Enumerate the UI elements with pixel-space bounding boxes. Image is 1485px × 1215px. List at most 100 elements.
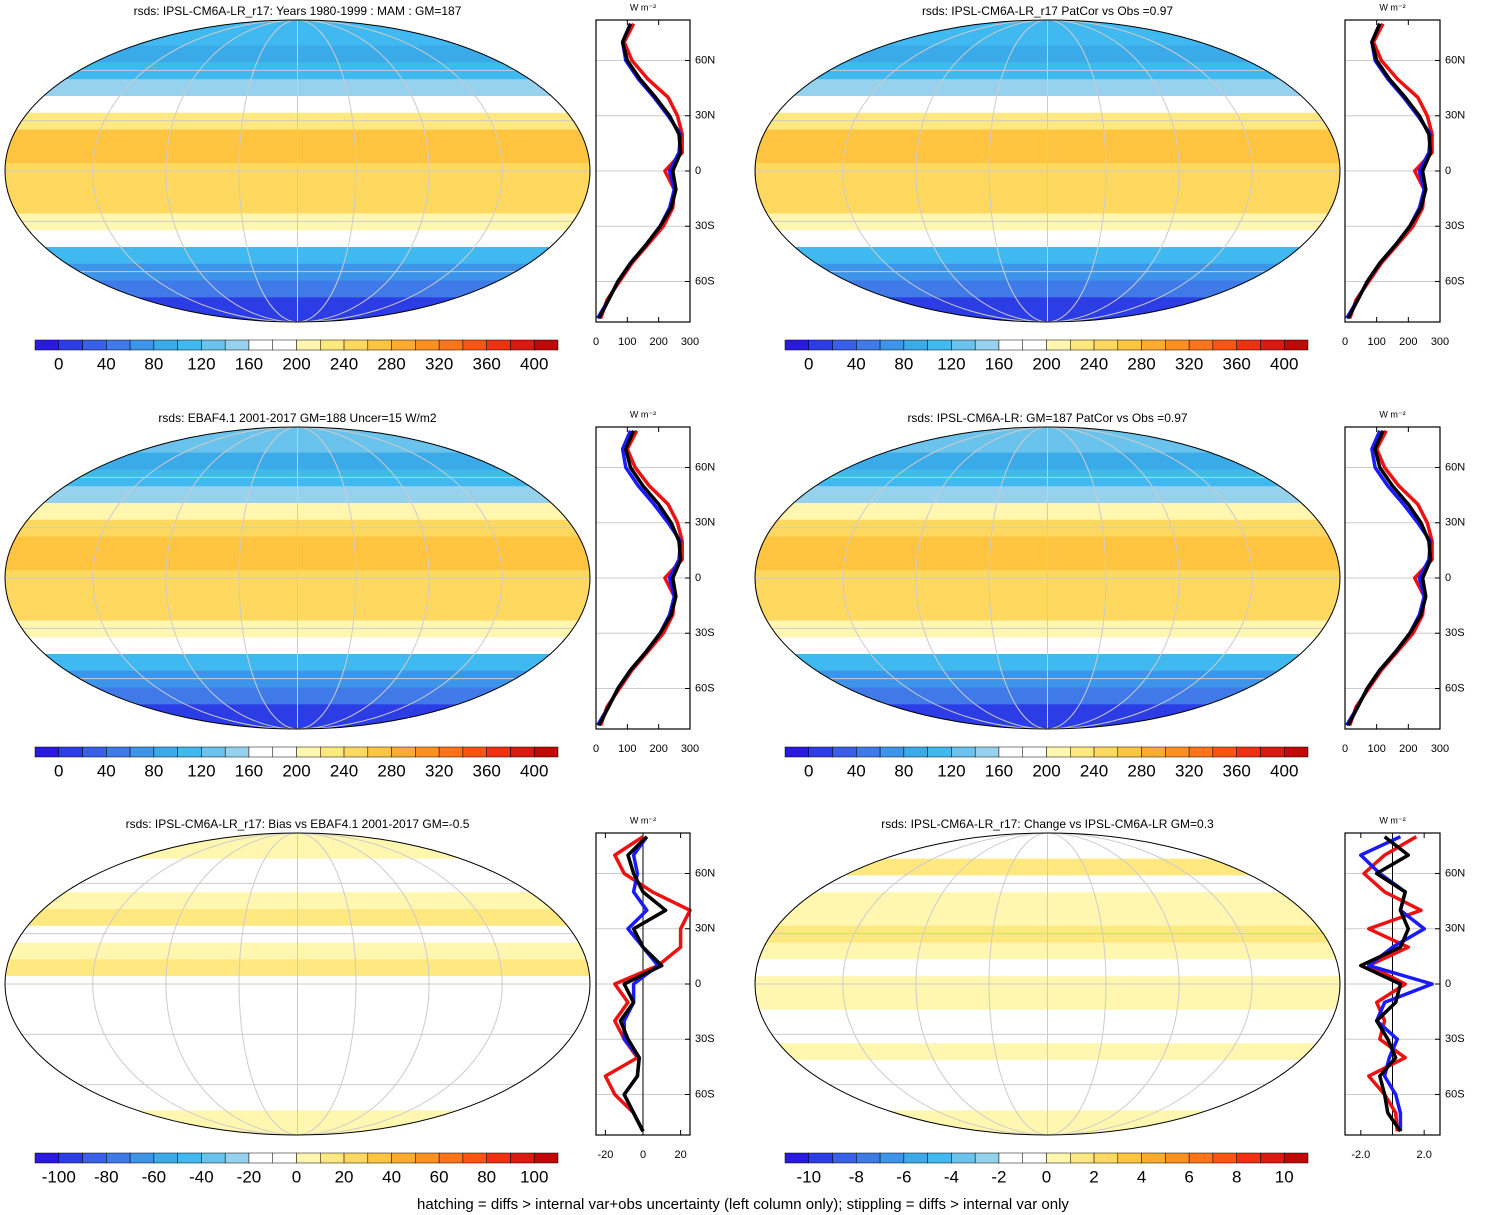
colorbar-box: [832, 1152, 857, 1164]
panel-title: rsds: IPSL-CM6A-LR_r17 PatCor vs Obs =0.…: [922, 4, 1173, 18]
colorbar-label: 80: [144, 761, 163, 780]
colorbar-label: 240: [330, 354, 358, 373]
units: W m⁻²: [1379, 815, 1405, 825]
colorbar-box: [1283, 1152, 1309, 1164]
colorbar-box: [951, 339, 976, 351]
colorbar-box: [82, 746, 107, 758]
colorbar-box: [438, 746, 464, 758]
colorbar-box: [177, 1152, 202, 1164]
colorbar-box: [856, 1152, 881, 1164]
colorbar-box: [879, 1152, 905, 1164]
colorbar-box: [784, 746, 810, 758]
x-tick-label: 300: [681, 743, 699, 755]
colorbar-box: [272, 339, 297, 351]
colorbar-box: [974, 339, 1000, 351]
colorbar-box: [58, 746, 83, 758]
colorbar-box: [951, 1152, 976, 1164]
colorbar-label: 60: [430, 1167, 449, 1186]
profile-frame: [595, 832, 691, 1136]
colorbar-box: [1283, 746, 1309, 758]
colorbar-box: [106, 339, 131, 351]
x-tick-label: 200: [649, 336, 667, 348]
colorbar-box: [248, 1152, 273, 1164]
colorbar-box: [510, 339, 535, 351]
colorbar-label: 80: [477, 1167, 496, 1186]
y-tick-label: 30S: [1445, 627, 1465, 639]
units: W m⁻²: [630, 409, 656, 419]
colorbar-label: 0: [1042, 1167, 1051, 1186]
colorbar-box: [296, 339, 321, 351]
colorbar-box: [1046, 1152, 1071, 1164]
panel-title: rsds: IPSL-CM6A-LR_r17: Bias vs EBAF4.1 …: [126, 817, 470, 831]
colorbar-box: [272, 1152, 297, 1164]
colorbar-label: -80: [94, 1167, 119, 1186]
colorbar-box: [903, 746, 928, 758]
colorbar-box: [808, 1152, 833, 1164]
colorbar-label: 280: [1127, 761, 1155, 780]
colorbar-box: [832, 746, 857, 758]
colorbar-box: [1093, 339, 1119, 351]
colorbar-box: [903, 1152, 928, 1164]
colorbar-box: [1141, 339, 1166, 351]
colorbar-label: 400: [520, 761, 548, 780]
colorbar-box: [1022, 746, 1047, 758]
profile-line: [597, 430, 683, 727]
colorbar-label: 80: [894, 761, 913, 780]
y-tick-label: 60S: [695, 275, 715, 287]
colorbar-box: [224, 339, 250, 351]
colorbar-box: [1260, 1152, 1285, 1164]
map-border: [754, 832, 1341, 1136]
units: W m⁻²: [630, 2, 656, 12]
colorbar-box: [1236, 339, 1261, 351]
colorbar-box: [927, 339, 952, 351]
x-tick-label: 100: [618, 336, 636, 348]
colorbar-box: [129, 339, 155, 351]
graticule: [988, 833, 1107, 1135]
colorbar-box: [343, 746, 369, 758]
map-border: [4, 832, 591, 1136]
graticule: [92, 833, 503, 1135]
colorbar-label: 0: [54, 354, 63, 373]
colorbar-label: 200: [1032, 354, 1060, 373]
x-tick-label: 100: [1367, 743, 1385, 755]
colorbar-label: 0: [804, 354, 813, 373]
map-border: [754, 426, 1341, 730]
colorbar-label: 360: [1222, 761, 1250, 780]
units: W m⁻²: [630, 815, 656, 825]
colorbar-box: [1212, 339, 1237, 351]
colorbar-box: [343, 339, 369, 351]
graticule: [915, 427, 1180, 729]
colorbar-box: [1236, 746, 1261, 758]
y-tick-label: 60N: [1445, 461, 1465, 473]
x-tick-label: 2.0: [1417, 1149, 1432, 1161]
colorbar-box: [34, 339, 60, 351]
colorbar-box: [856, 339, 881, 351]
colorbar-box: [391, 339, 416, 351]
x-tick-label: 20: [674, 1149, 686, 1161]
colorbar-label: 120: [937, 354, 965, 373]
x-tick-label: 300: [1431, 336, 1449, 348]
colorbar-label: 100: [520, 1167, 548, 1186]
y-tick-label: 30N: [1445, 110, 1465, 122]
colorbar-box: [927, 746, 952, 758]
colorbar-label: 8: [1232, 1167, 1241, 1186]
colorbar-label: 200: [282, 354, 310, 373]
x-tick-label: 0: [1342, 336, 1348, 348]
colorbar-box: [58, 1152, 83, 1164]
y-tick-label: 30S: [695, 220, 715, 232]
y-tick-label: 60S: [695, 682, 715, 694]
colorbar-box: [1070, 1152, 1095, 1164]
colorbar-box: [808, 746, 833, 758]
panel-title: rsds: IPSL-CM6A-LR_r17: Change vs IPSL-C…: [881, 817, 1214, 831]
colorbar-label: 400: [520, 354, 548, 373]
colorbar-box: [1117, 746, 1142, 758]
colorbar-box: [784, 1152, 810, 1164]
colorbar-box: [1141, 746, 1166, 758]
colorbar-label: 400: [1270, 761, 1298, 780]
profile-line: [1346, 23, 1433, 320]
map: [5, 20, 590, 322]
colorbar-label: 160: [235, 761, 263, 780]
graticule: [915, 20, 1180, 322]
colorbar-box: [1022, 339, 1047, 351]
colorbar-box: [903, 339, 928, 351]
